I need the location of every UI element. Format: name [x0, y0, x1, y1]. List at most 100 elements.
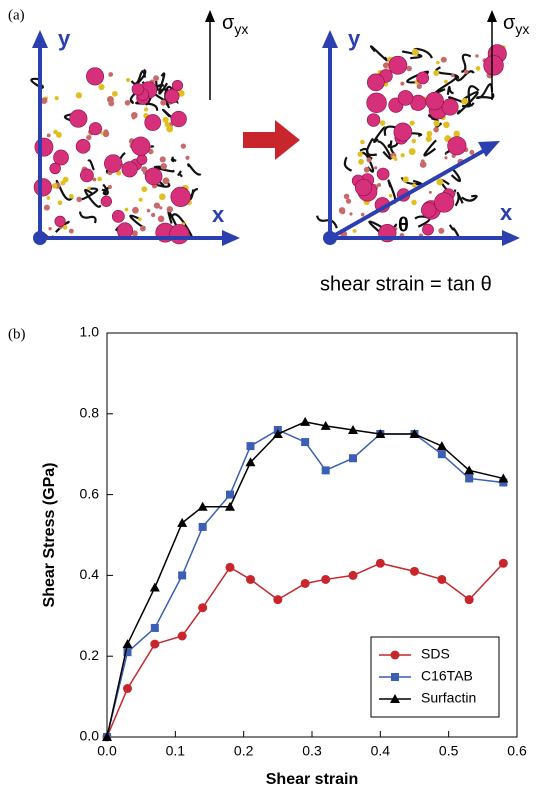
atom: [40, 97, 48, 105]
head-group: [104, 154, 123, 173]
atom: [86, 134, 92, 141]
atom: [68, 228, 74, 234]
atom: [46, 196, 51, 200]
chain: [129, 92, 137, 104]
head-group: [170, 186, 191, 207]
head-group: [376, 167, 390, 181]
atom: [411, 199, 417, 206]
atom: [352, 228, 357, 233]
atom: [62, 224, 68, 230]
molecule-box: [30, 67, 202, 245]
atom: [57, 200, 63, 206]
head-group: [388, 55, 408, 75]
marker: [198, 522, 207, 531]
chain: [369, 45, 389, 62]
head-group: [88, 122, 102, 136]
atom: [428, 190, 432, 194]
atom: [43, 204, 50, 211]
y-tick-label: 0.8: [80, 405, 100, 421]
marker: [300, 416, 311, 426]
chain: [406, 70, 430, 84]
marker: [177, 631, 187, 641]
atom: [379, 120, 386, 126]
marker: [498, 558, 508, 568]
atom: [107, 184, 112, 189]
arrow-head: [487, 10, 497, 22]
chain: [387, 140, 393, 148]
atom: [425, 135, 432, 143]
atom: [377, 182, 382, 187]
marker: [375, 558, 385, 568]
marker: [349, 454, 357, 463]
x-tick-label: 0.2: [234, 743, 254, 759]
series-line: [106, 429, 504, 738]
caption: shear strain = tan θ: [320, 273, 492, 295]
atom: [475, 54, 479, 58]
atom: [436, 178, 444, 186]
atom: [360, 139, 365, 145]
atom: [153, 202, 161, 209]
arrow-head: [478, 141, 500, 157]
marker: [149, 582, 160, 592]
chain: [158, 72, 169, 95]
atom: [153, 75, 159, 82]
marker: [499, 478, 508, 487]
atom: [411, 138, 417, 144]
y-axis-title: Shear Stress (GPa): [41, 463, 58, 608]
marker: [465, 474, 474, 483]
atom: [55, 131, 62, 138]
chain: [461, 194, 478, 202]
stress-label: σyx: [503, 12, 529, 36]
atom: [54, 96, 59, 101]
atom: [166, 206, 174, 213]
atom: [453, 130, 461, 138]
y-tick-label: 0.2: [80, 647, 100, 663]
head-group: [169, 224, 190, 245]
atom: [426, 130, 433, 137]
atom: [180, 143, 187, 149]
atom: [160, 99, 167, 106]
marker: [409, 429, 420, 438]
atom: [132, 206, 139, 214]
head-group: [366, 92, 387, 113]
y-tick-label: 0.0: [80, 728, 100, 744]
marker: [245, 457, 256, 467]
atom: [160, 163, 168, 170]
marker: [123, 684, 132, 694]
atom: [419, 161, 427, 168]
head-group: [434, 192, 455, 213]
y-label: y: [58, 26, 71, 51]
atom: [185, 155, 190, 160]
chain: [177, 170, 183, 178]
x-tick-label: 0.4: [371, 743, 391, 759]
arrow-head: [205, 10, 215, 22]
atom: [433, 120, 440, 127]
marker: [300, 578, 310, 588]
chain: [54, 220, 70, 233]
head-group: [397, 90, 414, 106]
atom: [451, 73, 455, 78]
head-group: [131, 83, 145, 96]
legend-label: SDS: [421, 646, 450, 662]
head-group: [367, 73, 385, 92]
arrow-head: [502, 230, 520, 246]
panel-label: (b): [8, 326, 26, 342]
marker: [197, 501, 208, 511]
head-group: [54, 215, 66, 227]
chain: [475, 83, 494, 100]
marker: [123, 648, 132, 657]
atom: [406, 65, 412, 72]
series-line: [106, 421, 504, 738]
atom: [146, 208, 151, 213]
head-group: [111, 209, 125, 223]
atom: [443, 79, 448, 84]
atom: [349, 212, 353, 216]
chain: [187, 163, 202, 176]
angle-label: θ: [398, 214, 409, 236]
atom: [137, 217, 142, 222]
atom: [412, 48, 417, 53]
atom: [139, 225, 146, 232]
atom: [46, 133, 51, 138]
chain: [102, 183, 112, 196]
